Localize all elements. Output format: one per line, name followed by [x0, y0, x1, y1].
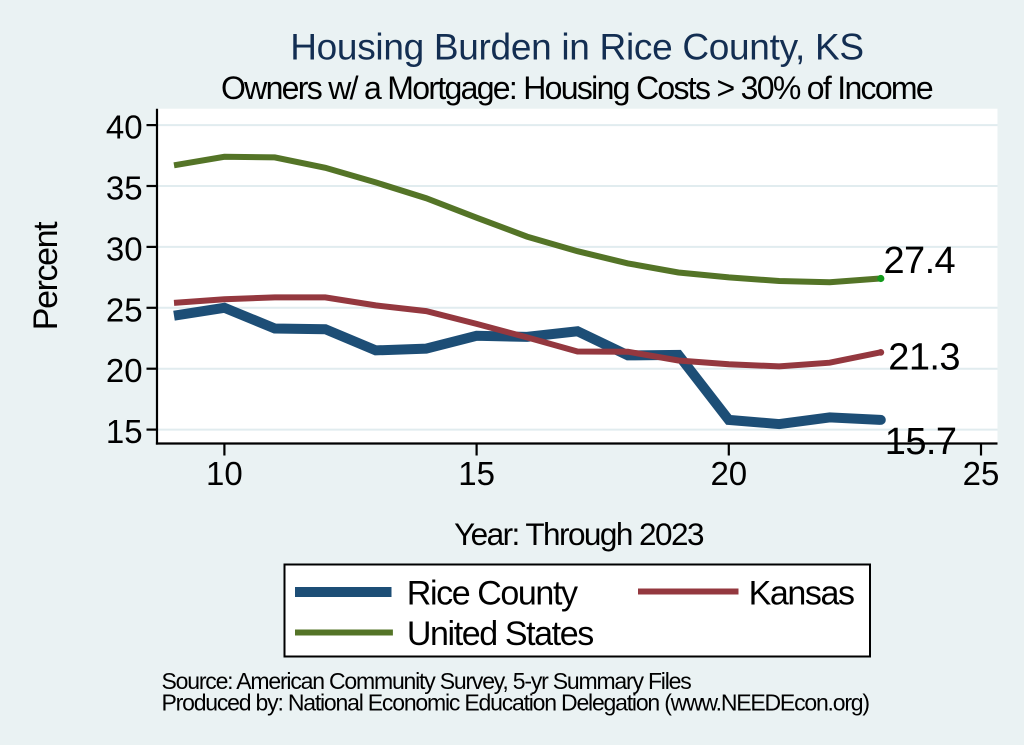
svg-text:Source: American Community Sur: Source: American Community Survey, 5-yr … — [162, 668, 692, 694]
svg-text:27.4: 27.4 — [884, 240, 956, 282]
svg-text:15.7: 15.7 — [885, 421, 957, 463]
svg-text:25: 25 — [963, 455, 1000, 492]
svg-text:Kansas: Kansas — [749, 575, 854, 613]
svg-text:20: 20 — [710, 455, 747, 492]
svg-text:Housing Burden in Rice County,: Housing Burden in Rice County, KS — [290, 26, 864, 67]
svg-text:40: 40 — [106, 109, 143, 146]
svg-text:Rice County: Rice County — [407, 575, 578, 613]
svg-text:10: 10 — [206, 455, 243, 492]
svg-text:Percent: Percent — [27, 221, 65, 330]
svg-text:15: 15 — [106, 413, 143, 450]
svg-text:15: 15 — [458, 455, 495, 492]
svg-text:20: 20 — [106, 352, 143, 389]
svg-text:21.3: 21.3 — [888, 336, 960, 378]
svg-text:35: 35 — [106, 170, 143, 207]
svg-text:Produced by: National Economic: Produced by: National Economic Education… — [162, 689, 870, 715]
svg-text:Owners w/ a Mortgage: Housing: Owners w/ a Mortgage: Housing Costs > 30… — [221, 70, 933, 106]
svg-text:Year: Through 2023: Year: Through 2023 — [454, 516, 704, 552]
svg-text:25: 25 — [106, 291, 143, 328]
svg-text:United States: United States — [407, 615, 593, 653]
svg-text:30: 30 — [106, 230, 143, 267]
